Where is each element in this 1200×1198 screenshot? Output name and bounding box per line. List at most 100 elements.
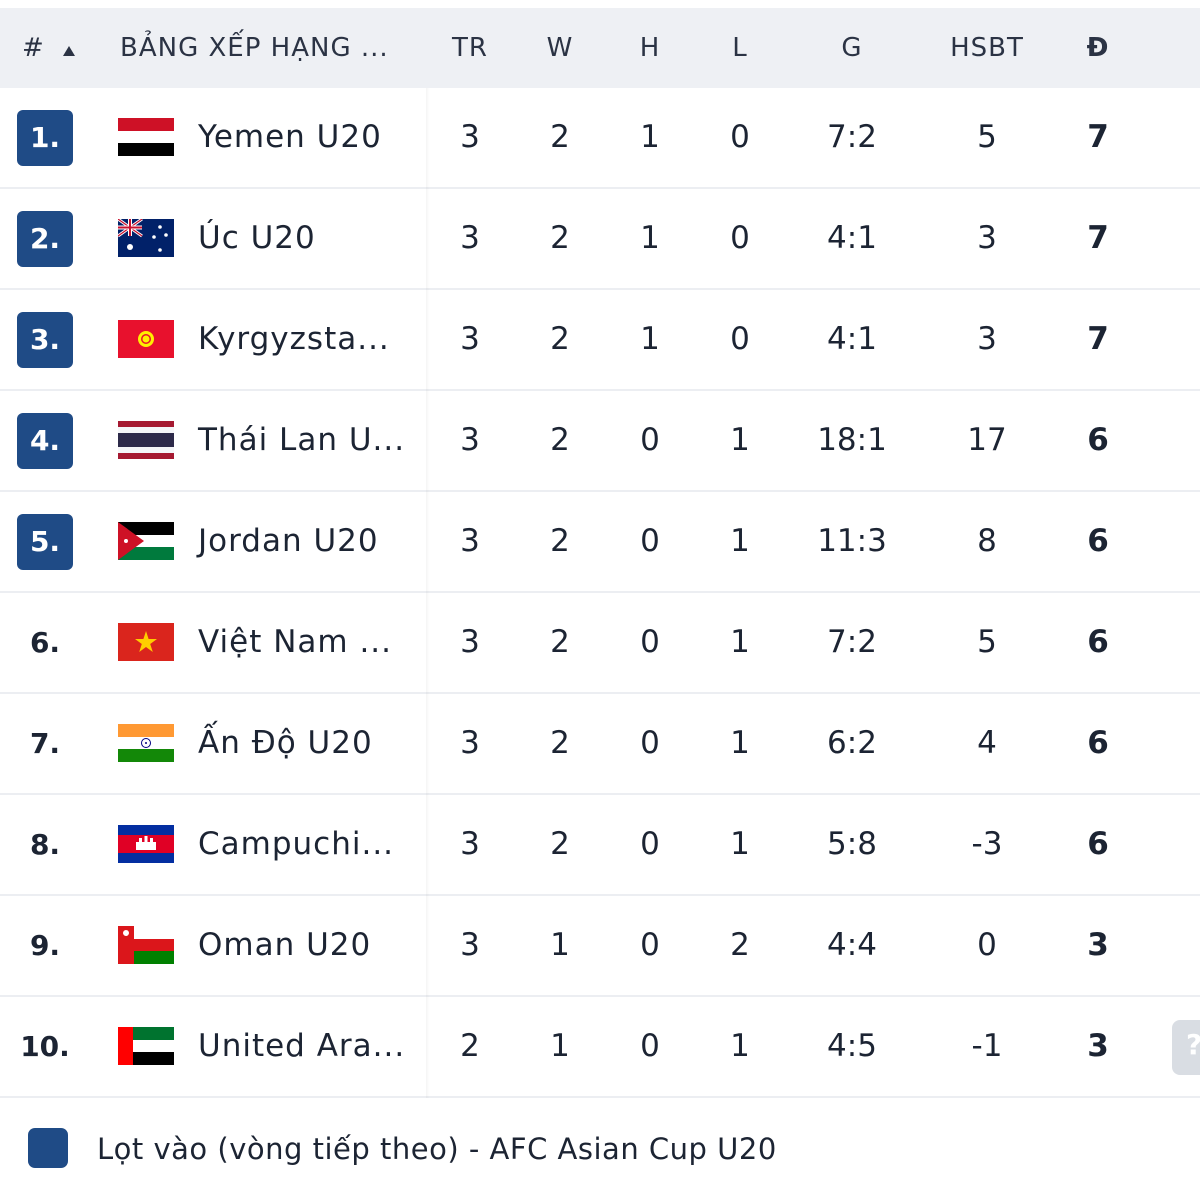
points-cell: 3 <box>1087 927 1109 963</box>
drawn-cell: 0 <box>640 523 660 559</box>
drawn-cell: 1 <box>640 321 660 357</box>
header-points[interactable]: Đ <box>1086 33 1110 63</box>
header-rank[interactable]: # <box>22 8 82 88</box>
table-row[interactable]: 2. Úc U20 3 2 1 0 4:1 3 7 <box>0 189 1200 290</box>
team-name[interactable]: Campuchi... <box>198 826 395 862</box>
table-row[interactable]: 4. Thái Lan U... 3 2 0 1 18:1 17 6 <box>0 391 1200 492</box>
drawn-cell: 0 <box>640 1028 660 1064</box>
header-drawn[interactable]: H <box>639 33 661 63</box>
table-row[interactable]: 8. Campuchi... 3 2 0 1 5:8 -3 6 <box>0 795 1200 896</box>
india-flag-icon <box>118 724 174 762</box>
lost-cell: 2 <box>730 927 750 963</box>
played-cell: 3 <box>460 321 480 357</box>
rank-badge: 4. <box>17 413 73 469</box>
goals-cell: 4:1 <box>827 321 877 357</box>
team-name[interactable]: Oman U20 <box>198 927 372 963</box>
points-cell: 6 <box>1087 523 1109 559</box>
jordan-flag-icon <box>118 522 174 560</box>
header-lost[interactable]: L <box>732 33 748 63</box>
team-name[interactable]: Kyrgyzsta... <box>198 321 390 357</box>
goal-diff-cell: 4 <box>977 725 997 761</box>
goal-diff-cell: 5 <box>977 624 997 660</box>
rank-badge: 3. <box>17 312 73 368</box>
goals-cell: 6:2 <box>827 725 877 761</box>
drawn-cell: 0 <box>640 826 660 862</box>
played-cell: 3 <box>460 624 480 660</box>
goals-cell: 18:1 <box>817 422 887 458</box>
header-goals[interactable]: G <box>841 33 863 63</box>
team-name[interactable]: Úc U20 <box>198 220 316 256</box>
won-cell: 2 <box>550 321 570 357</box>
goals-cell: 5:8 <box>827 826 877 862</box>
sort-asc-icon <box>62 9 76 89</box>
points-cell: 3 <box>1087 1028 1109 1064</box>
played-cell: 3 <box>460 220 480 256</box>
goal-diff-cell: 3 <box>977 321 997 357</box>
lost-cell: 1 <box>730 523 750 559</box>
header-goal-diff[interactable]: HSBT <box>950 33 1024 63</box>
lost-cell: 1 <box>730 422 750 458</box>
yemen-flag-icon <box>118 118 174 156</box>
won-cell: 2 <box>550 220 570 256</box>
help-button[interactable]: ? <box>1172 1020 1200 1075</box>
won-cell: 2 <box>550 523 570 559</box>
points-cell: 6 <box>1087 826 1109 862</box>
team-name[interactable]: Việt Nam ... <box>198 624 393 660</box>
team-name[interactable]: Ấn Độ U20 <box>198 725 373 761</box>
goal-diff-cell: -1 <box>971 1028 1003 1064</box>
played-cell: 2 <box>460 1028 480 1064</box>
oman-flag-icon <box>118 926 174 964</box>
rank-badge: 10. <box>20 1030 70 1063</box>
drawn-cell: 0 <box>640 725 660 761</box>
team-name[interactable]: Thái Lan U... <box>198 422 406 458</box>
rank-badge: 9. <box>29 929 61 962</box>
table-row[interactable]: 3. Kyrgyzsta... 3 2 1 0 4:1 3 7 <box>0 290 1200 391</box>
rank-badge: 6. <box>29 626 61 659</box>
help-icon: ? <box>1186 1028 1200 1061</box>
team-name[interactable]: Yemen U20 <box>198 119 382 155</box>
goals-cell: 4:4 <box>827 927 877 963</box>
cambodia-flag-icon <box>118 825 174 863</box>
played-cell: 3 <box>460 927 480 963</box>
legend-swatch-qualified <box>28 1128 68 1168</box>
points-cell: 6 <box>1087 624 1109 660</box>
goal-diff-cell: -3 <box>971 826 1003 862</box>
played-cell: 3 <box>460 725 480 761</box>
goal-diff-cell: 0 <box>977 927 997 963</box>
legend: Lọt vào (vòng tiếp theo) - AFC Asian Cup… <box>0 1100 1200 1189</box>
goals-cell: 7:2 <box>827 119 877 155</box>
drawn-cell: 0 <box>640 624 660 660</box>
goals-cell: 4:5 <box>827 1028 877 1064</box>
won-cell: 2 <box>550 826 570 862</box>
rank-badge: 7. <box>29 727 61 760</box>
played-cell: 3 <box>460 826 480 862</box>
lost-cell: 1 <box>730 1028 750 1064</box>
rank-badge: 2. <box>17 211 73 267</box>
header-won[interactable]: W <box>546 33 574 63</box>
thailand-flag-icon <box>118 421 174 459</box>
won-cell: 2 <box>550 725 570 761</box>
goals-cell: 7:2 <box>827 624 877 660</box>
header-team[interactable]: BẢNG XẾP HẠNG ... <box>120 33 389 63</box>
points-cell: 6 <box>1087 725 1109 761</box>
won-cell: 2 <box>550 119 570 155</box>
table-row[interactable]: 6. Việt Nam ... 3 2 0 1 7:2 5 6 <box>0 593 1200 694</box>
table-row[interactable]: 1. Yemen U20 3 2 1 0 7:2 5 7 <box>0 88 1200 189</box>
goals-cell: 4:1 <box>827 220 877 256</box>
won-cell: 1 <box>550 927 570 963</box>
table-row[interactable]: 7. Ấn Độ U20 3 2 0 1 6:2 4 6 <box>0 694 1200 795</box>
header-played[interactable]: TR <box>452 33 488 63</box>
australia-flag-icon <box>118 219 174 257</box>
team-name[interactable]: United Ara... <box>198 1028 406 1064</box>
drawn-cell: 1 <box>640 119 660 155</box>
goal-diff-cell: 3 <box>977 220 997 256</box>
rank-badge: 5. <box>17 514 73 570</box>
table-row[interactable]: 5. Jordan U20 3 2 0 1 11:3 8 6 <box>0 492 1200 593</box>
lost-cell: 0 <box>730 119 750 155</box>
table-row[interactable]: 9. Oman U20 3 1 0 2 4:4 0 3 <box>0 896 1200 997</box>
goals-cell: 11:3 <box>817 523 887 559</box>
table-row[interactable]: 10. United Ara... 2 1 0 1 4:5 -1 3 <box>0 997 1200 1098</box>
team-name[interactable]: Jordan U20 <box>198 523 379 559</box>
rank-badge: 1. <box>17 110 73 166</box>
lost-cell: 0 <box>730 321 750 357</box>
